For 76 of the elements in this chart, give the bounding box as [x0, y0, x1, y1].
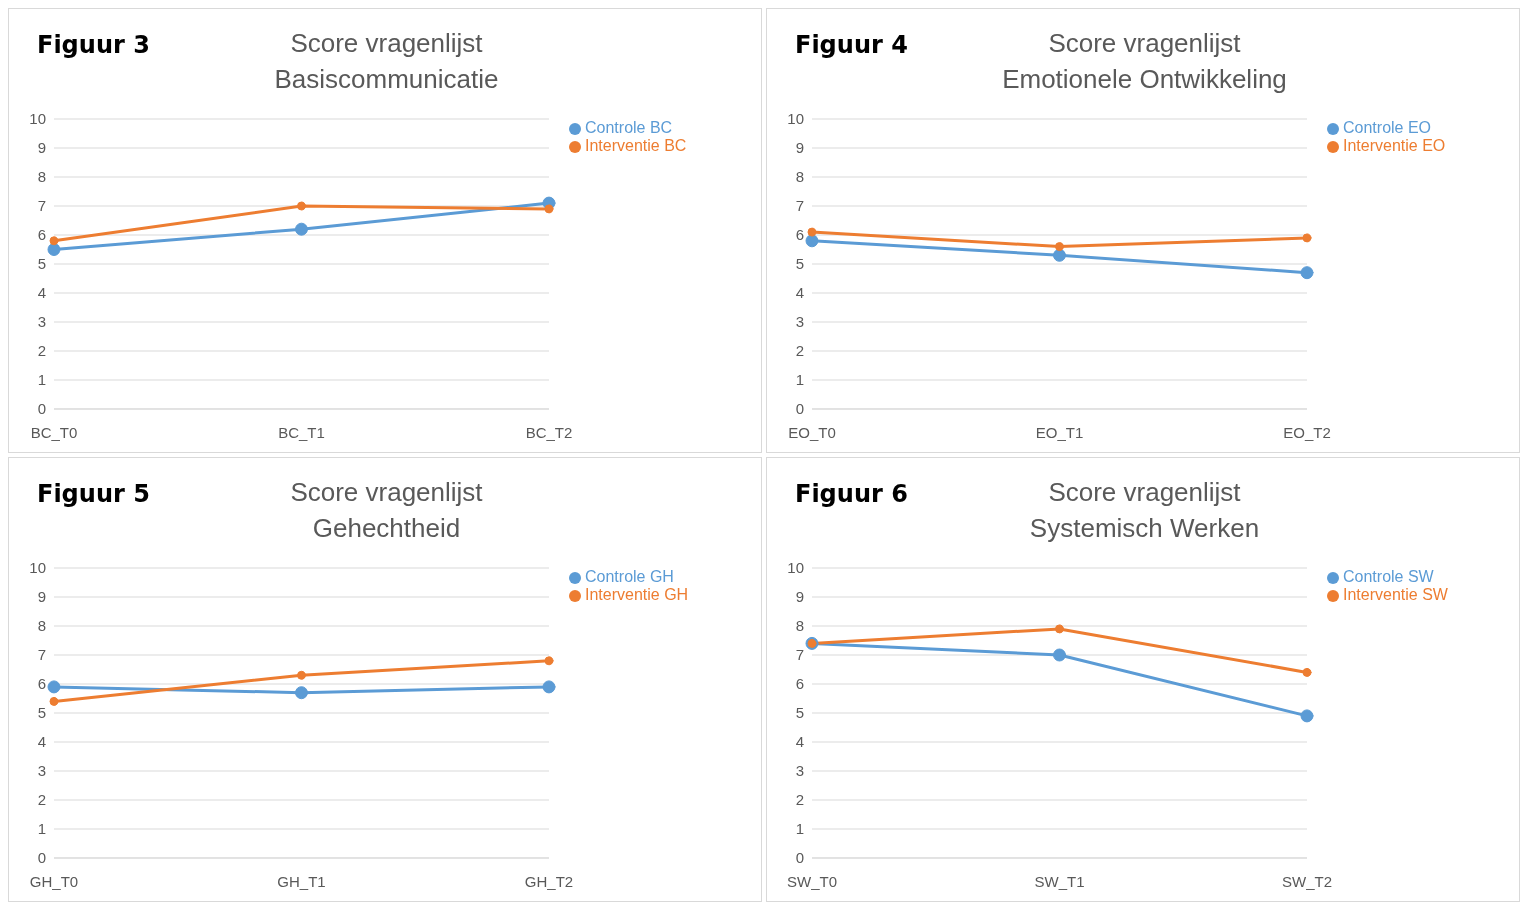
- y-tick-label: 5: [37, 255, 46, 273]
- y-tick-label: 8: [37, 617, 46, 635]
- y-tick-label: 8: [795, 168, 804, 186]
- y-tick-label: 6: [37, 675, 46, 693]
- chart-subtitle: Systemisch Werken: [1029, 513, 1260, 543]
- text: Figuur 3: [37, 31, 150, 59]
- y-tick-label: 9: [795, 588, 804, 606]
- legend-label: Controle EO: [1343, 119, 1432, 136]
- y-tick-label: 10: [29, 559, 46, 577]
- x-tick-label: GH_T1: [277, 872, 326, 890]
- legend-label: Controle BC: [585, 119, 673, 136]
- y-tick-label: 2: [37, 342, 46, 360]
- y-tick-label: 7: [795, 646, 804, 664]
- x-tick-label: BC_T0: [30, 423, 78, 441]
- y-tick-label: 4: [795, 284, 804, 302]
- legend-label: Controle GH: [585, 568, 674, 585]
- y-tick-label: 1: [795, 371, 804, 389]
- y-tick-label: 10: [787, 559, 804, 577]
- y-tick-label: 6: [795, 675, 804, 693]
- x-tick-label: GH_T0: [29, 872, 79, 890]
- y-tick-label: 9: [37, 588, 46, 606]
- chart-title: Score vragenlijst: [290, 28, 483, 58]
- y-tick-label: 6: [795, 226, 804, 244]
- y-tick-label: 10: [29, 110, 46, 128]
- x-tick-label: EO_T1: [1035, 423, 1084, 441]
- x-tick-label: EO_T2: [1283, 423, 1331, 441]
- text: Figuur 5: [37, 480, 150, 508]
- y-tick-label: 6: [37, 226, 46, 244]
- y-tick-label: 1: [37, 820, 46, 838]
- x-tick-label: SW_T1: [1034, 872, 1085, 890]
- text: Figuur 6: [795, 480, 908, 508]
- legend-label: Interventie SW: [1343, 586, 1448, 603]
- y-tick-label: 7: [37, 197, 46, 215]
- y-tick-label: 1: [37, 371, 46, 389]
- x-tick-label: BC_T2: [525, 423, 573, 441]
- chart-subtitle: Emotionele Ontwikkeling: [1002, 64, 1287, 94]
- y-tick-label: 0: [795, 849, 804, 867]
- y-tick-label: 9: [795, 139, 804, 157]
- legend-label: Controle SW: [1343, 568, 1434, 585]
- y-tick-label: 2: [795, 342, 804, 360]
- y-tick-label: 3: [795, 762, 804, 780]
- chart-title: Score vragenlijst: [1048, 477, 1241, 507]
- y-tick-label: 0: [37, 849, 46, 867]
- legend-label: Interventie GH: [585, 586, 689, 603]
- x-tick-label: BC_T1: [278, 423, 325, 441]
- y-tick-label: 8: [37, 168, 46, 186]
- y-tick-label: 7: [795, 197, 804, 215]
- legend-label: Interventie EO: [1343, 137, 1446, 154]
- y-tick-label: 2: [795, 791, 804, 809]
- y-tick-label: 3: [795, 313, 804, 331]
- x-tick-label: EO_T0: [788, 423, 836, 441]
- y-tick-label: 0: [37, 400, 46, 418]
- x-tick-label: GH_T2: [524, 872, 574, 890]
- y-tick-label: 7: [37, 646, 46, 664]
- y-tick-label: 9: [37, 139, 46, 157]
- y-tick-label: 4: [37, 284, 46, 302]
- y-tick-label: 0: [795, 400, 804, 418]
- y-tick-label: 3: [37, 313, 46, 331]
- y-tick-label: 3: [37, 762, 46, 780]
- y-tick-label: 8: [795, 617, 804, 635]
- y-tick-label: 2: [37, 791, 46, 809]
- x-tick-label: SW_T2: [1281, 872, 1333, 890]
- y-tick-label: 1: [795, 820, 804, 838]
- y-tick-label: 4: [37, 733, 46, 751]
- y-tick-label: 5: [795, 255, 804, 273]
- chart-title: Score vragenlijst: [1048, 28, 1241, 58]
- text: Figuur 4: [795, 31, 908, 59]
- y-tick-label: 4: [795, 733, 804, 751]
- y-tick-label: 10: [787, 110, 804, 128]
- y-tick-label: 5: [795, 704, 804, 722]
- x-tick-label: SW_T0: [786, 872, 838, 890]
- y-tick-label: 5: [37, 704, 46, 722]
- chart-subtitle: Gehechtheid: [312, 513, 461, 543]
- chart-title: Score vragenlijst: [290, 477, 483, 507]
- chart-subtitle: Basiscommunicatie: [274, 64, 499, 94]
- legend-label: Interventie BC: [585, 137, 687, 154]
